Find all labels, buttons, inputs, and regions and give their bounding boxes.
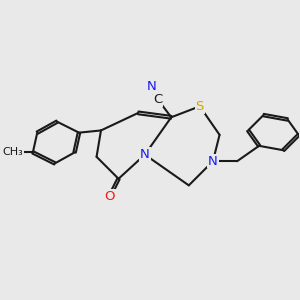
Text: CH₃: CH₃ xyxy=(3,147,23,158)
Text: N: N xyxy=(140,148,150,161)
Text: O: O xyxy=(104,190,115,203)
Text: N: N xyxy=(147,80,156,93)
Text: S: S xyxy=(196,100,204,113)
Text: C: C xyxy=(153,93,163,106)
Text: N: N xyxy=(208,155,218,168)
